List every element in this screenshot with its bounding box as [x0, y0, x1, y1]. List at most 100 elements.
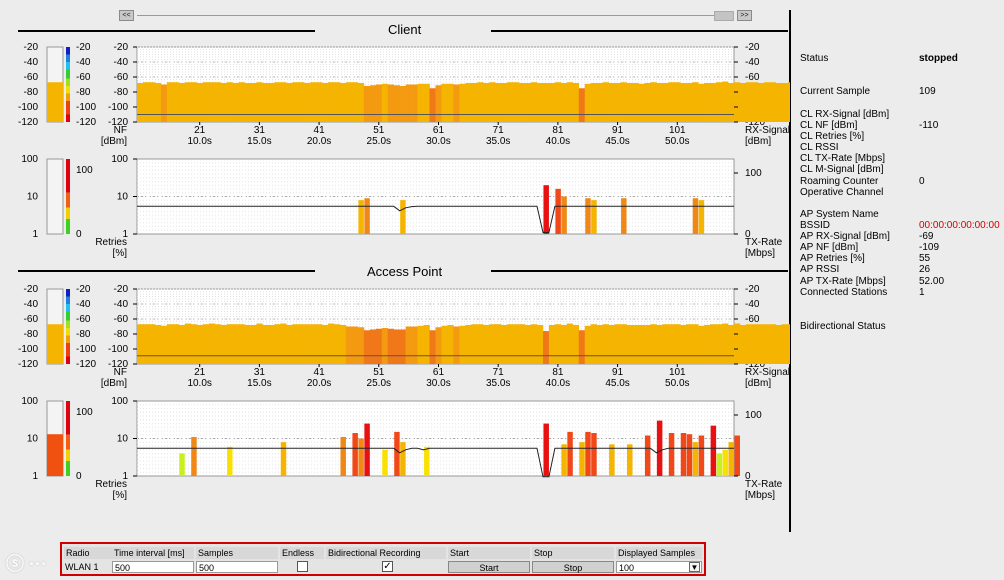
ap-signal-bar — [137, 324, 144, 364]
scroll-right-button[interactable]: >> — [737, 10, 752, 21]
ap-signal-bar — [632, 325, 639, 364]
ap-retry-scale-fill — [47, 434, 63, 476]
ap-scale-fill — [47, 324, 63, 364]
scroll-thumb[interactable] — [714, 11, 734, 21]
ap-ytick-c: -40 — [114, 299, 129, 310]
client-retry-bar — [585, 198, 591, 234]
ap-ytick-d: -40 — [745, 299, 760, 310]
ap-signal-bar — [322, 325, 329, 364]
client-signal-bar — [620, 82, 627, 122]
ap-ytick-d: -20 — [745, 284, 760, 295]
client-ytick-d: -40 — [745, 57, 760, 68]
ap-xtick-time: 50.0s — [665, 378, 689, 389]
ap-signal-bar — [602, 324, 609, 364]
start-header: Start — [448, 547, 530, 559]
client-retry-bar — [358, 200, 364, 234]
client-signal-bar — [757, 83, 765, 122]
ap-signal-bar — [232, 324, 239, 364]
client-colorbar-seg — [66, 114, 70, 122]
endless-checkbox[interactable] — [297, 561, 308, 572]
ap-signal-bar — [447, 325, 454, 364]
charts-canvas: -20 -20 -20 -20 -40 -40 -40 -40 -60 -60 -60 -60 -80 -… — [18, 42, 790, 501]
client-xtick-num: 41 — [314, 125, 326, 136]
stop-button[interactable]: Stop — [532, 561, 614, 573]
client-xtick-num: 31 — [254, 125, 266, 136]
ap-signal-bar — [256, 323, 263, 364]
client-retry-ytick: 10 — [27, 192, 39, 203]
client-signal-bar — [417, 83, 424, 122]
ap-retry-bar — [340, 436, 346, 476]
ap-signal-bar — [501, 325, 508, 364]
client-ytick-a: -100 — [18, 102, 38, 113]
client-ytick-c: -60 — [114, 72, 129, 83]
ap-retries-unit: [%] — [113, 490, 128, 501]
ap-colorbar-seg — [66, 311, 70, 321]
client-signal-bar — [578, 88, 586, 122]
ap-colorbar-seg — [66, 328, 70, 336]
ap-rx-signal-value: -69 — [919, 231, 934, 242]
cl-m-signal-label: CL M-Signal [dBm] — [800, 164, 884, 175]
ap-xtick-num: 81 — [552, 367, 564, 378]
client-retry-cb-min: 0 — [76, 229, 82, 240]
bssid-value: 00:00:00:00:00:00 — [919, 220, 1000, 231]
client-txrate-label: TX-Rate — [745, 237, 783, 248]
radio-value[interactable]: WLAN 1 — [65, 562, 99, 572]
ap-ytick-c: -120 — [108, 359, 128, 370]
client-xtick-time: 45.0s — [605, 136, 629, 147]
displayed-samples-select[interactable]: 100 ▼ — [616, 561, 702, 573]
ap-tx-rate-label: AP TX-Rate [Mbps] — [800, 276, 886, 287]
cl-tx-rate-label: CL TX-Rate [Mbps] — [800, 153, 886, 164]
client-signal-bar — [405, 84, 412, 122]
client-ytick-a: -60 — [24, 72, 39, 83]
ap-xtick-time: 10.0s — [187, 378, 211, 389]
client-retry-colorbar-seg — [66, 192, 70, 208]
ap-xtick-num: 51 — [373, 367, 385, 378]
ap-retry-bar — [668, 433, 675, 476]
client-signal-bar — [787, 82, 790, 122]
bidirectional-status-label: Bidirectional Status — [800, 321, 886, 332]
ap-retry-bar — [280, 442, 287, 476]
interval-input[interactable]: 500 — [112, 561, 194, 573]
ap-signal-bar — [268, 325, 275, 364]
ap-signal-bar — [196, 325, 203, 364]
client-ytick-a: -120 — [18, 117, 38, 128]
client-signal-bar — [674, 82, 681, 122]
client-signal-bar — [160, 84, 168, 122]
start-button[interactable]: Start — [448, 561, 530, 573]
client-ytick-c: -120 — [108, 117, 128, 128]
ap-txrate-label: TX-Rate — [745, 479, 783, 490]
client-retry-colorbar-seg — [66, 159, 70, 193]
scroll-track[interactable] — [137, 15, 733, 16]
ap-rate-ytick-max: 100 — [745, 410, 762, 421]
samples-input[interactable]: 500 — [196, 561, 278, 573]
chevron-down-icon[interactable]: ▼ — [689, 562, 700, 572]
ap-colorbar-seg — [66, 304, 70, 312]
connected-stations-value: 1 — [919, 287, 925, 298]
ap-signal-bar — [310, 324, 317, 364]
ap-xtick-time: 45.0s — [605, 378, 629, 389]
ap-retry-cb-min: 0 — [76, 471, 82, 482]
client-signal-bar — [632, 83, 639, 122]
ap-signal-bar — [387, 328, 395, 364]
client-retry-bar — [692, 198, 699, 234]
scroll-left-button[interactable]: << — [119, 10, 134, 21]
ap-signal-bar — [531, 324, 538, 364]
client-xtick-time: 35.0s — [486, 136, 510, 147]
client-signal-bar — [244, 83, 251, 122]
client-signal-bar — [710, 83, 717, 122]
ap-signal-bar — [513, 324, 520, 364]
client-signal-bar — [357, 83, 365, 122]
ap-xtick-time: 40.0s — [546, 378, 570, 389]
ap-retry-bar — [591, 433, 597, 476]
ap-ytick-a: -100 — [18, 344, 38, 355]
bidirectional-checkbox[interactable]: ✓ — [382, 561, 393, 572]
client-signal-bar — [280, 82, 287, 122]
ap-rssi-label: AP RSSI — [800, 264, 840, 275]
cl-nf-label: CL NF [dBm] — [800, 120, 858, 131]
client-ytick-b: -100 — [76, 102, 96, 113]
client-signal-bar — [345, 82, 353, 122]
client-signal-bar — [214, 82, 221, 122]
ap-signal-bar — [608, 325, 615, 364]
client-signal-bar — [339, 83, 347, 122]
ap-signal-bar — [316, 324, 323, 364]
